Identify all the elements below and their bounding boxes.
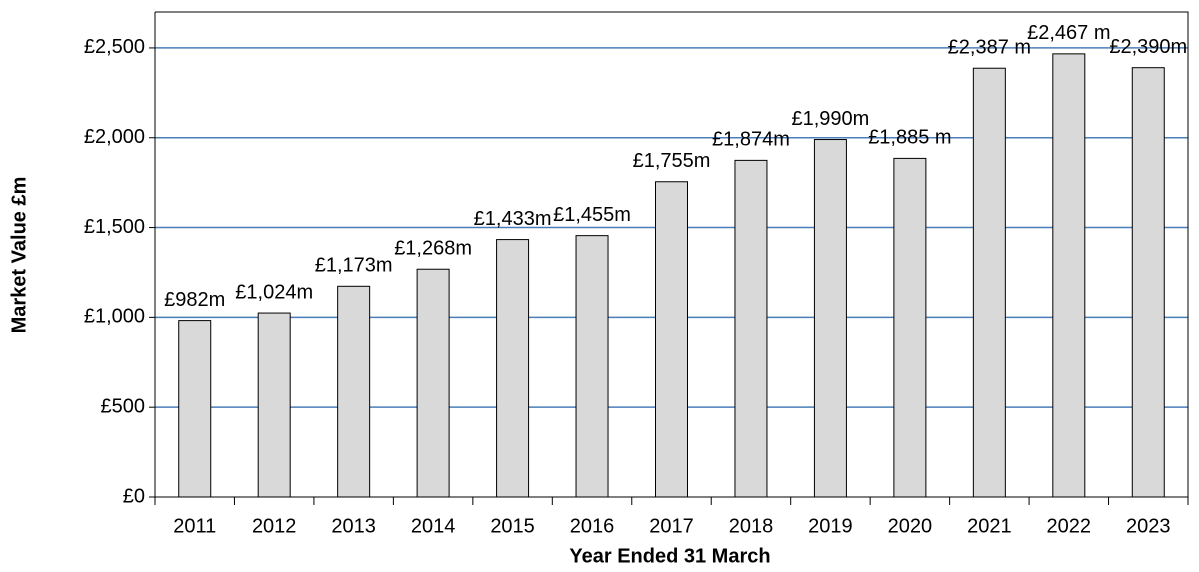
y-tick-label: £2,000: [84, 126, 145, 148]
bar: [416, 268, 450, 498]
data-label: £982m: [164, 289, 225, 311]
data-label: £1,173m: [315, 255, 393, 277]
bar: [496, 239, 530, 498]
data-label: £1,268m: [394, 238, 472, 260]
bar: [893, 157, 927, 498]
y-axis-title: Market Value £m: [8, 177, 30, 334]
y-tick-label: £2,500: [84, 36, 145, 58]
x-tick-label: 2015: [490, 515, 535, 537]
plot-frame: [155, 11, 1189, 497]
x-tick-label: 2018: [729, 515, 774, 537]
data-label: £1,990m: [792, 108, 870, 130]
data-label: £2,387 m: [948, 37, 1031, 59]
x-tick-label: 2019: [808, 515, 853, 537]
data-label: £1,755m: [633, 150, 711, 172]
bar: [734, 159, 768, 498]
bar: [972, 67, 1006, 498]
bar: [575, 235, 609, 498]
y-tick-label: £500: [101, 395, 146, 417]
data-label: £1,885 m: [868, 127, 951, 149]
x-axis-title: Year Ended 31 March: [569, 545, 770, 567]
x-tick-label: 2022: [1047, 515, 1092, 537]
data-label: £1,874m: [712, 129, 790, 151]
y-tick-label: £0: [123, 485, 145, 507]
data-label: £1,433m: [474, 208, 552, 230]
bar: [655, 181, 688, 498]
bar: [1052, 53, 1086, 498]
y-tick-label: £1,500: [84, 216, 145, 238]
x-tick-label: 2021: [967, 515, 1012, 537]
bar: [813, 139, 847, 498]
bar: [257, 312, 291, 498]
data-label: £1,455m: [553, 204, 631, 226]
x-tick-label: 2014: [411, 515, 456, 537]
x-tick-label: 2017: [649, 515, 694, 537]
x-tick-label: 2013: [331, 515, 376, 537]
x-tick-label: 2012: [252, 515, 297, 537]
data-label: £2,390m: [1109, 36, 1187, 58]
data-label: £1,024m: [235, 281, 313, 303]
data-label: £2,467 m: [1027, 22, 1110, 44]
x-tick-label: 2016: [570, 515, 615, 537]
bar: [1131, 67, 1165, 498]
y-tick-label: £1,000: [84, 306, 145, 328]
bar: [337, 285, 371, 498]
x-tick-label: 2011: [173, 515, 216, 537]
bar: [178, 320, 212, 498]
x-tick-label: 2023: [1126, 515, 1171, 537]
x-tick-label: 2020: [888, 515, 933, 537]
